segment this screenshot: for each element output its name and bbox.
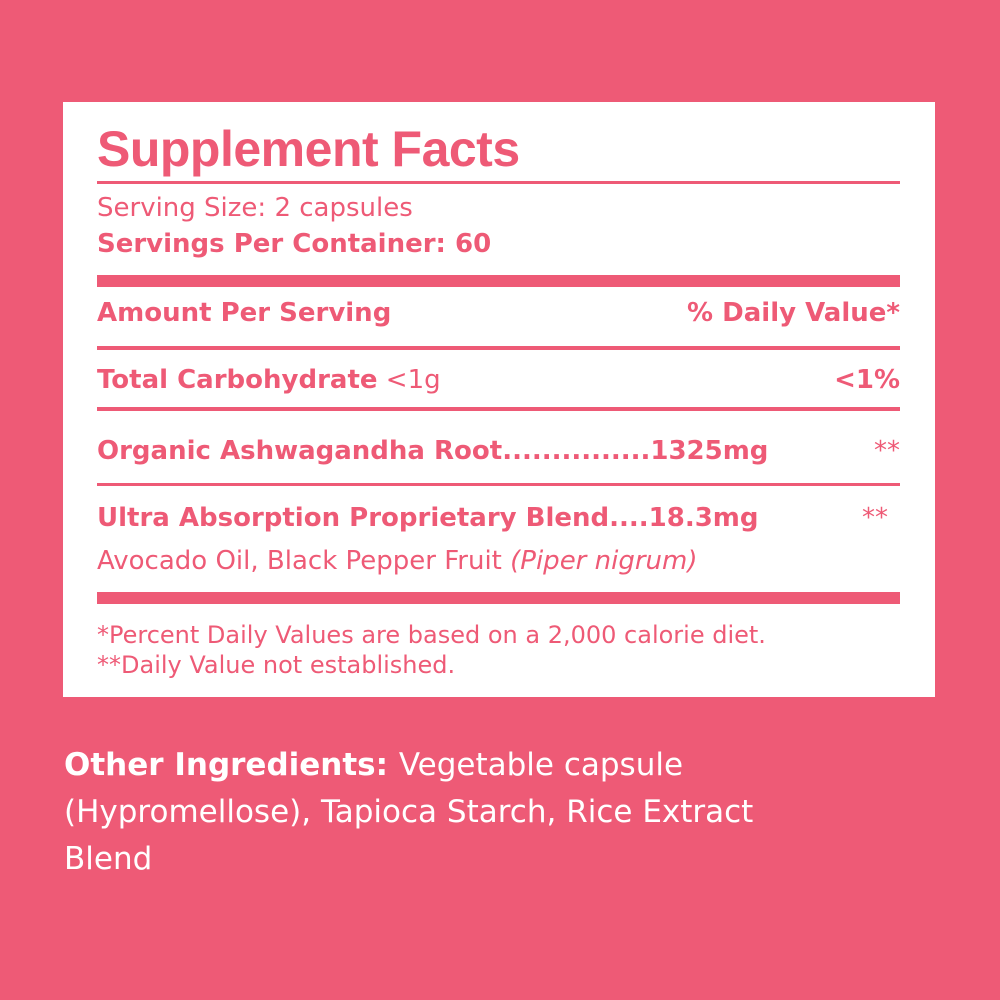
ingredient-dv: ** — [874, 436, 900, 466]
amount-per-serving-label: Amount Per Serving — [97, 298, 392, 328]
divider — [97, 407, 900, 411]
supplement-facts-panel: Supplement Facts Serving Size: 2 capsule… — [63, 102, 935, 697]
ingredient-proprietary-blend: Ultra Absorption Proprietary Blend....18… — [97, 503, 759, 533]
serving-size: Serving Size: 2 capsules — [97, 193, 413, 223]
footnote-not-established: **Daily Value not established. — [97, 651, 456, 679]
nutrient-dv: <1% — [834, 365, 900, 395]
servings-per-container: Servings Per Container: 60 — [97, 229, 492, 259]
other-ingredients: Other Ingredients: Vegetable capsule (Hy… — [64, 742, 824, 883]
other-ingredients-label: Other Ingredients: — [64, 747, 399, 783]
divider — [97, 181, 900, 184]
nutrient-row-carbohydrate: Total Carbohydrate <1g — [97, 365, 441, 395]
thick-divider — [97, 592, 900, 604]
ingredient-ashwagandha: Organic Ashwagandha Root...............1… — [97, 436, 769, 466]
blend-text: Avocado Oil, Black Pepper Fruit — [97, 546, 511, 576]
other-ingredients-text: Vegetable capsule (Hypromellose), Tapioc… — [64, 747, 754, 877]
panel-title: Supplement Facts — [97, 121, 520, 177]
nutrient-name: Total Carbohydrate — [97, 365, 378, 395]
footnote-daily-values: *Percent Daily Values are based on a 2,0… — [97, 621, 766, 649]
thick-divider — [97, 275, 900, 287]
divider — [97, 483, 900, 486]
nutrient-amount: <1g — [377, 365, 441, 395]
ingredient-dv: ** — [862, 503, 888, 533]
divider — [97, 346, 900, 350]
daily-value-label: % Daily Value* — [687, 298, 900, 328]
blend-components: Avocado Oil, Black Pepper Fruit (Piper n… — [97, 546, 698, 576]
blend-latin-name: (Piper nigrum) — [510, 546, 698, 576]
